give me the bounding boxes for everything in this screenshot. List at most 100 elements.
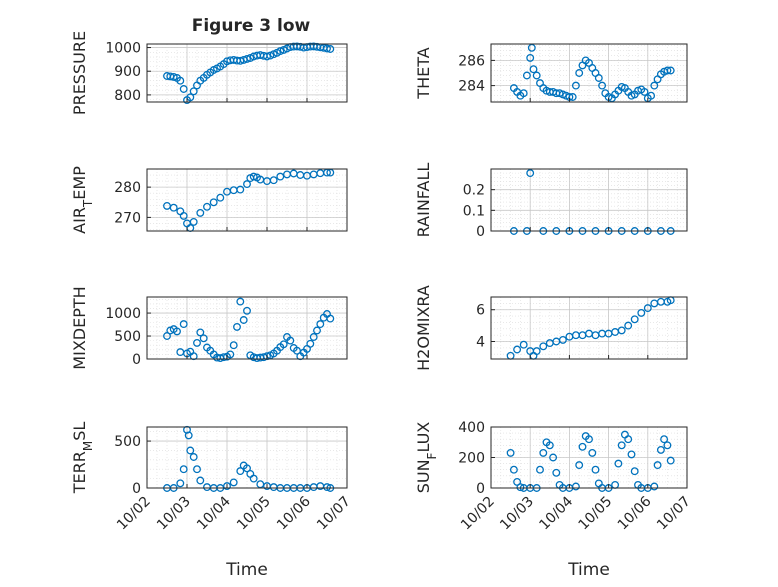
- data-point: [323, 483, 331, 492]
- data-point: [223, 482, 231, 491]
- y-tick-label: 284: [458, 79, 485, 95]
- data-point: [627, 450, 636, 459]
- data-point: [196, 328, 205, 337]
- data-point: [656, 445, 665, 454]
- y-tick-label: 200: [458, 451, 485, 467]
- data-point: [184, 431, 193, 440]
- data-point: [326, 314, 335, 323]
- x-axis-label: Time: [225, 560, 268, 580]
- x-tick-label: 10/03: [154, 494, 194, 534]
- data-point: [552, 468, 561, 477]
- data-point: [189, 217, 198, 226]
- x-tick-label: 10/02: [114, 494, 154, 534]
- data-point: [226, 350, 235, 359]
- data-point: [193, 338, 201, 347]
- data-point: [614, 459, 623, 468]
- data-point: [519, 89, 528, 98]
- data-point: [539, 342, 548, 351]
- data-point: [243, 54, 251, 63]
- x-tick-label: 10/02: [458, 494, 498, 534]
- axes-box: [490, 168, 688, 232]
- data-point: [532, 71, 541, 80]
- axes-box: [146, 426, 348, 489]
- data-point: [176, 479, 185, 488]
- data-point: [522, 71, 531, 80]
- data-point: [239, 316, 248, 324]
- y-axis-label: PRESSURE: [70, 31, 89, 115]
- axes-box: [146, 296, 348, 360]
- data-point: [519, 340, 528, 349]
- data-point: [578, 442, 587, 451]
- data-point: [236, 297, 245, 306]
- subplot-top-left: 800 900 1000 PRESSURE: [70, 31, 348, 115]
- subplot-second-right: 0 0.1 0.2 RAINFALL: [414, 163, 688, 240]
- x-tick-label: 10/03: [497, 494, 537, 534]
- data-point: [186, 93, 195, 102]
- data-point: [189, 87, 198, 96]
- y-axis-label: AIRTEMP: [70, 166, 95, 234]
- data-point: [229, 478, 238, 487]
- data-point: [660, 435, 669, 444]
- data-point: [269, 176, 278, 185]
- series-markers: [509, 43, 675, 103]
- y-axis-label: SUNFLUX: [414, 422, 439, 494]
- y-tick-label: 0.2: [463, 183, 485, 199]
- data-point: [643, 304, 652, 313]
- data-point: [196, 476, 205, 485]
- data-point: [189, 352, 198, 361]
- data-point: [516, 483, 525, 492]
- x-tick-label: 10/05: [576, 494, 616, 534]
- y-tick-label: 500: [114, 434, 141, 450]
- data-point: [243, 306, 251, 315]
- data-point: [506, 448, 515, 457]
- y-axis-label: RAINFALL: [414, 163, 433, 238]
- data-point: [624, 435, 633, 444]
- data-point: [640, 87, 649, 96]
- data-point: [313, 326, 321, 335]
- data-point: [539, 448, 548, 457]
- data-point: [236, 467, 245, 476]
- data-point: [249, 474, 258, 483]
- y-axis-label: THETA: [414, 47, 433, 99]
- y-axis-label: TERRMSL: [70, 422, 95, 495]
- axes-box: [490, 296, 688, 360]
- y-tick-label: 500: [114, 329, 141, 345]
- series-markers: [163, 297, 335, 363]
- y-tick-label: 6: [476, 303, 485, 319]
- data-point: [316, 320, 325, 329]
- data-point: [179, 211, 188, 220]
- data-point: [179, 320, 188, 329]
- data-point: [276, 172, 285, 181]
- series-markers: [506, 296, 675, 360]
- data-point: [526, 53, 535, 62]
- data-point: [276, 47, 285, 56]
- data-point: [568, 93, 577, 101]
- axes-box: [146, 168, 348, 232]
- y-tick-label: 0: [132, 352, 141, 368]
- data-point: [585, 435, 593, 444]
- data-point: [263, 352, 271, 361]
- data-point: [279, 340, 288, 349]
- data-point: [529, 65, 538, 74]
- data-point: [647, 91, 656, 100]
- y-axis-label: MIXDEPTH: [70, 286, 89, 369]
- x-tick-label: 10/06: [615, 493, 655, 533]
- subplot-third-left: 0 500 1000 MIXDEPTH: [70, 286, 348, 370]
- data-point: [216, 193, 225, 202]
- y-tick-label: 0: [476, 481, 485, 497]
- data-point: [179, 465, 188, 474]
- data-point: [617, 441, 626, 450]
- axes-box: [490, 43, 688, 103]
- data-point: [209, 198, 218, 207]
- plot-area: [147, 44, 347, 102]
- subplot-third-right: 4 6 H2OMIXRA: [414, 285, 688, 371]
- data-point: [309, 333, 318, 341]
- data-point: [306, 339, 315, 348]
- data-point: [650, 482, 659, 491]
- y-tick-label: 400: [458, 420, 485, 436]
- series-markers: [163, 42, 335, 105]
- data-point: [549, 453, 558, 462]
- data-point: [326, 45, 335, 53]
- y-tick-label: 270: [114, 210, 141, 226]
